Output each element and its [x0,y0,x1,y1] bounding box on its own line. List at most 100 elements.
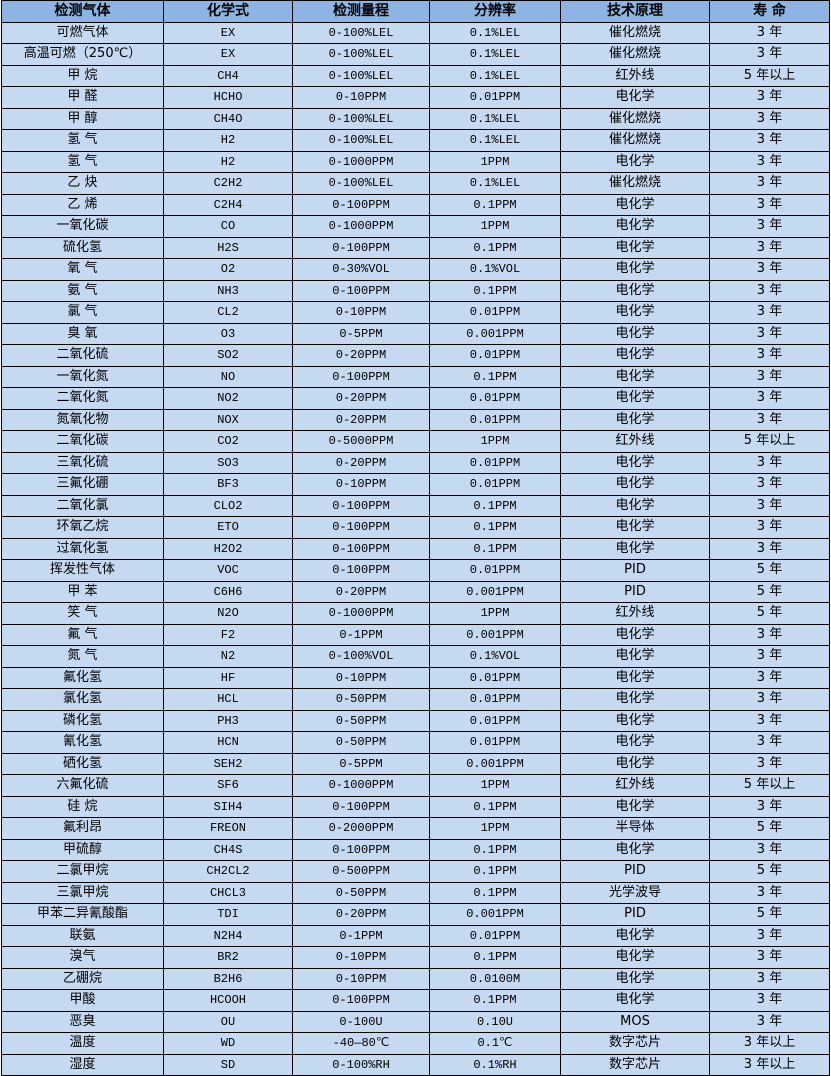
cell-technology-principle: 半导体 [560,817,710,840]
cell-lifespan: 3 年 [709,666,830,689]
cell-gas-name: 溴气 [1,946,164,969]
column-header-resolution: 分辨率 [429,0,561,23]
cell-detection-range: 0-100%LEL [292,172,430,195]
cell-lifespan: 3 年 [709,21,830,44]
cell-chemical-formula: B2H6 [163,967,293,990]
table-row: 硒化氢 SEH2 0-5PPM 0.001PPM 电化学 3 年 [1,752,830,775]
cell-detection-range: 0-10PPM [292,86,430,109]
cell-gas-name: 硅 烷 [1,795,164,818]
column-header-gas-name: 检测气体 [1,0,164,23]
cell-chemical-formula: BF3 [163,473,293,496]
table-row: 氮氧化物 NOX 0-20PPM 0.01PPM 电化学 3 年 [1,408,830,431]
cell-resolution: 0.1%LEL [429,43,561,66]
cell-lifespan: 3 年 [709,688,830,711]
cell-technology-principle: 电化学 [560,688,710,711]
cell-resolution: 0.1PPM [429,795,561,818]
cell-technology-principle: 电化学 [560,494,710,517]
table-row: 一氧化氮 NO 0-100PPM 0.1PPM 电化学 3 年 [1,365,830,388]
cell-lifespan: 3 年 [709,709,830,732]
cell-technology-principle: PID [560,580,710,603]
cell-chemical-formula: TDI [163,903,293,926]
cell-chemical-formula: NH3 [163,279,293,302]
cell-resolution: 0.1%LEL [429,21,561,44]
cell-gas-name: 挥发性气体 [1,559,164,582]
cell-technology-principle: 电化学 [560,752,710,775]
cell-detection-range: 0-1PPM [292,924,430,947]
cell-lifespan: 3 年 [709,645,830,668]
cell-chemical-formula: HCHO [163,86,293,109]
cell-chemical-formula: SO3 [163,451,293,474]
table-row: 高温可燃（250℃） EX 0-100%LEL 0.1%LEL 催化燃烧 3 年 [1,43,830,66]
cell-detection-range: 0-20PPM [292,344,430,367]
cell-gas-name: 乙 炔 [1,172,164,195]
cell-technology-principle: 电化学 [560,666,710,689]
column-header-detection-range: 检测量程 [292,0,430,23]
cell-gas-name: 氮氧化物 [1,408,164,431]
cell-gas-name: 氨 气 [1,279,164,302]
cell-technology-principle: 电化学 [560,236,710,259]
table-row: 氟化氢 HF 0-10PPM 0.01PPM 电化学 3 年 [1,666,830,689]
table-row: 二氧化碳 CO2 0-5000PPM 1PPM 红外线 5 年以上 [1,430,830,453]
table-row: 可燃气体 EX 0-100%LEL 0.1%LEL 催化燃烧 3 年 [1,21,830,44]
cell-lifespan: 5 年 [709,580,830,603]
cell-lifespan: 3 年 [709,881,830,904]
cell-chemical-formula: FREON [163,817,293,840]
cell-lifespan: 3 年 [709,473,830,496]
table-row: 臭 氧 O3 0-5PPM 0.001PPM 电化学 3 年 [1,322,830,345]
cell-gas-name: 三氧化硫 [1,451,164,474]
cell-lifespan: 5 年 [709,903,830,926]
cell-resolution: 0.01PPM [429,387,561,410]
table-row: 氢 气 H2 0-100%LEL 0.1%LEL 催化燃烧 3 年 [1,129,830,152]
table-row: 温度 WD -40—80℃ 0.1℃ 数字芯片 3 年以上 [1,1032,830,1055]
cell-resolution: 1PPM [429,215,561,238]
cell-technology-principle: 数字芯片 [560,1053,710,1076]
cell-lifespan: 3 年 [709,301,830,324]
cell-lifespan: 3 年 [709,129,830,152]
cell-chemical-formula: SO2 [163,344,293,367]
cell-technology-principle: 电化学 [560,344,710,367]
cell-lifespan: 3 年 [709,946,830,969]
cell-resolution: 0.001PPM [429,903,561,926]
cell-lifespan: 3 年 [709,387,830,410]
table-row: 氨 气 NH3 0-100PPM 0.1PPM 电化学 3 年 [1,279,830,302]
cell-gas-name: 氯 气 [1,301,164,324]
cell-chemical-formula: HCL [163,688,293,711]
cell-lifespan: 3 年以上 [709,1053,830,1076]
cell-lifespan: 3 年 [709,451,830,474]
cell-chemical-formula: H2O2 [163,537,293,560]
cell-resolution: 0.01PPM [429,451,561,474]
cell-gas-name: 六氟化硫 [1,774,164,797]
cell-detection-range: 0-20PPM [292,903,430,926]
cell-resolution: 0.01PPM [429,473,561,496]
cell-chemical-formula: ETO [163,516,293,539]
cell-resolution: 0.1%LEL [429,172,561,195]
cell-resolution: 0.1℃ [429,1032,561,1055]
cell-resolution: 0.1PPM [429,537,561,560]
cell-resolution: 0.01PPM [429,709,561,732]
table-body: 可燃气体 EX 0-100%LEL 0.1%LEL 催化燃烧 3 年高温可燃（250℃） E… [1,21,830,1076]
cell-chemical-formula: F2 [163,623,293,646]
cell-gas-name: 氮 气 [1,645,164,668]
table-row: 甲硫醇 CH4S 0-100PPM 0.1PPM 电化学 3 年 [1,838,830,861]
table-row: 甲 苯 C6H6 0-20PPM 0.001PPM PID 5 年 [1,580,830,603]
cell-gas-name: 甲 醇 [1,107,164,130]
cell-chemical-formula: VOC [163,559,293,582]
cell-lifespan: 3 年 [709,623,830,646]
cell-technology-principle: 催化燃烧 [560,172,710,195]
table-row: 二氯甲烷 CH2CL2 0-500PPM 0.1PPM PID 5 年 [1,860,830,883]
cell-technology-principle: 电化学 [560,473,710,496]
cell-chemical-formula: NO [163,365,293,388]
cell-detection-range: 0-20PPM [292,387,430,410]
cell-detection-range: 0-10PPM [292,666,430,689]
cell-chemical-formula: N2H4 [163,924,293,947]
cell-gas-name: 三氟化硼 [1,473,164,496]
cell-chemical-formula: C2H4 [163,193,293,216]
cell-detection-range: -40—80℃ [292,1032,430,1055]
table-row: 氢 气 H2 0-1000PPM 1PPM 电化学 3 年 [1,150,830,173]
cell-chemical-formula: H2 [163,150,293,173]
cell-lifespan: 5 年以上 [709,64,830,87]
cell-technology-principle: 电化学 [560,301,710,324]
table-row: 环氧乙烷 ETO 0-100PPM 0.1PPM 电化学 3 年 [1,516,830,539]
cell-detection-range: 0-100%LEL [292,21,430,44]
cell-resolution: 0.1PPM [429,881,561,904]
